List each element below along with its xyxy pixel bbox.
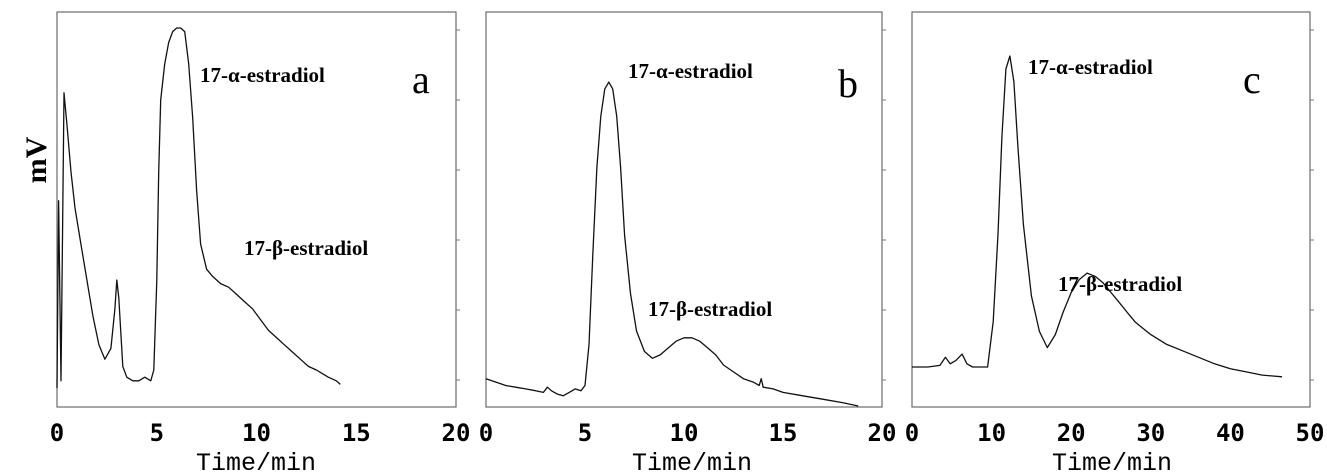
panel-a-beta-peak-label: 17-β-estradiol [244,236,368,260]
panel-c-trace [912,55,1283,378]
panel-a-frame [56,11,457,408]
panel-b-x-axis-title: Time/min [632,449,752,475]
panel-a-trace [56,27,341,389]
panel-a-x-tick-20: 20 [442,419,471,447]
panel-b-x-tick-20: 20 [868,419,897,447]
panel-c-x-tick-20: 20 [1057,419,1086,447]
panel-b-x-tick-0: 0 [479,419,493,447]
panel-c-x-tick-50: 50 [1296,419,1325,447]
y-axis-title: mV [20,136,53,183]
panel-a-x-tick-10: 10 [242,419,271,447]
panel-b-side-ticks [882,29,886,381]
panel-c-x-tick-40: 40 [1216,419,1245,447]
panel-a: 0 5 10 15 20 17-α-estradiol 17-β-estradiol a… [50,11,471,475]
panel-b-trace [485,81,859,407]
panel-b-x-tick-labels: 0 5 10 15 20 [479,419,897,447]
panel-c: 0 10 20 30 40 50 17-α-estradiol 17-β-estradio… [905,11,1325,475]
panel-b-beta-peak-label: 17-β-estradiol [648,297,772,321]
panel-c-x-axis-title: Time/min [1052,449,1172,475]
panel-b-alpha-peak-label: 17-α-estradiol [628,59,753,83]
panel-c-frame [911,11,1311,408]
panel-a-x-tick-5: 5 [150,419,164,447]
panel-b-x-tick-15: 15 [769,419,798,447]
panel-c-x-tick-30: 30 [1136,419,1165,447]
panel-a-side-ticks [456,29,460,381]
panel-c-beta-peak-label: 17-β-estradiol [1058,272,1182,296]
panel-b-x-tick-5: 5 [578,419,592,447]
panel-c-x-tick-labels: 0 10 20 30 40 50 [905,419,1325,447]
panel-b-frame [485,11,883,408]
panel-b-letter: b [838,61,858,106]
panel-a-x-tick-labels: 0 5 10 15 20 [50,419,471,447]
panel-c-x-tick-0: 0 [905,419,919,447]
panel-c-letter: c [1243,57,1261,102]
panel-a-letter: a [412,57,430,102]
panel-a-x-axis-title: Time/min [196,449,316,475]
panel-b-x-tick-10: 10 [670,419,699,447]
panel-a-x-tick-15: 15 [342,419,371,447]
panel-a-x-tick-0: 0 [50,419,64,447]
panel-a-alpha-peak-label: 17-α-estradiol [200,63,325,87]
panel-c-side-ticks [1310,29,1314,381]
panel-c-x-tick-10: 10 [977,419,1006,447]
panel-b: 0 5 10 15 20 17-α-estradiol 17-β-estradiol b… [479,11,897,475]
panel-c-alpha-peak-label: 17-α-estradiol [1028,55,1153,79]
